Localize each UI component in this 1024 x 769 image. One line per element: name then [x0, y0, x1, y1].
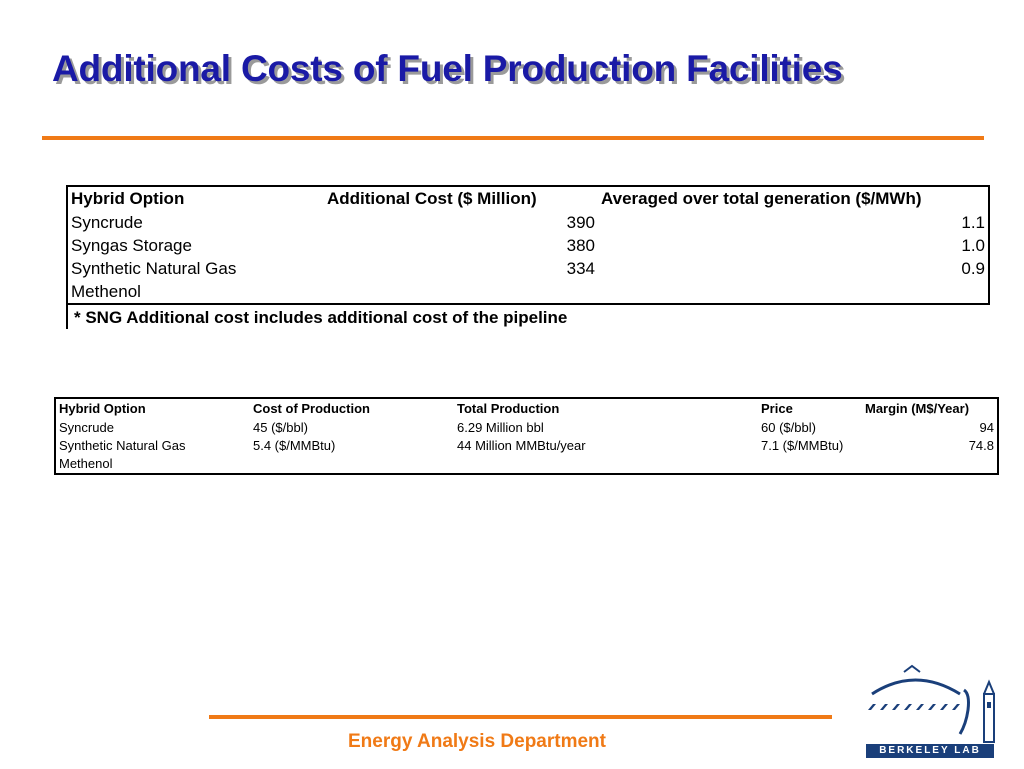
table-header-row: Hybrid Option Additional Cost ($ Million…	[67, 186, 989, 211]
table-footnote: * SNG Additional cost includes additiona…	[66, 305, 990, 329]
column-header: Total Production	[457, 401, 560, 416]
cell-total-production: 6.29 Million bbl	[457, 420, 544, 435]
page-title: Additional Costs of Fuel Production Faci…	[52, 48, 843, 89]
column-header: Averaged over total generation ($/MWh)	[601, 189, 922, 208]
logo-text: BERKELEY LAB	[866, 744, 994, 758]
column-header: Margin (M$/Year)	[865, 401, 970, 416]
column-header: Hybrid Option	[59, 401, 146, 416]
cell-additional-cost: 334	[566, 259, 595, 278]
cell-price: 60 ($/bbl)	[761, 420, 816, 435]
table-row: Syncrude 45 ($/bbl) 6.29 Million bbl 60 …	[55, 419, 998, 437]
cell-cost-of-production: 5.4 ($/MMBtu)	[253, 438, 336, 453]
cell-option: Methenol	[71, 282, 141, 301]
cell-averaged-cost: 1.0	[961, 236, 985, 255]
cell-averaged-cost: 1.1	[961, 213, 985, 232]
cell-total-production: 44 Million MMBtu/year	[457, 438, 586, 453]
cell-averaged-cost	[598, 280, 989, 304]
table-row: Methenol	[67, 280, 989, 304]
berkeley-lab-logo	[860, 664, 1010, 764]
table-row: Methenol	[55, 455, 998, 474]
cell-cost-of-production: 45 ($/bbl)	[253, 420, 308, 435]
cell-option: Synthetic Natural Gas	[59, 438, 186, 453]
footer-department: Energy Analysis Department	[348, 731, 606, 752]
cell-price	[758, 455, 862, 474]
column-header: Additional Cost ($ Million)	[327, 189, 537, 208]
column-header: Cost of Production	[253, 401, 370, 416]
cell-margin	[862, 455, 998, 474]
cell-additional-cost	[324, 280, 598, 304]
column-header: Hybrid Option	[71, 189, 185, 208]
cell-option: Syncrude	[71, 213, 143, 232]
cell-option: Synthetic Natural Gas	[71, 259, 237, 278]
additional-cost-table: Hybrid Option Additional Cost ($ Million…	[66, 185, 990, 329]
table-row: Syngas Storage 380 1.0	[67, 234, 989, 257]
cell-margin: 74.8	[968, 438, 994, 453]
title-divider	[42, 136, 984, 140]
table-row: Syncrude 390 1.1	[67, 211, 989, 234]
cell-averaged-cost: 0.9	[961, 259, 985, 278]
cell-additional-cost: 390	[566, 213, 595, 232]
cell-option: Methenol	[59, 456, 113, 471]
cell-total-production	[454, 455, 758, 474]
cell-price: 7.1 ($/MMBtu)	[761, 438, 844, 453]
cell-option: Syncrude	[59, 420, 114, 435]
cell-cost-of-production	[250, 455, 454, 474]
footer-divider	[209, 715, 832, 719]
column-header: Price	[761, 401, 793, 416]
cell-additional-cost: 380	[566, 236, 595, 255]
cell-option: Syngas Storage	[71, 236, 192, 255]
cell-margin: 94	[979, 420, 994, 435]
table-row: Synthetic Natural Gas 5.4 ($/MMBtu) 44 M…	[55, 437, 998, 455]
table-header-row: Hybrid Option Cost of Production Total P…	[55, 398, 998, 419]
production-margin-table: Hybrid Option Cost of Production Total P…	[54, 397, 999, 475]
table-row: Synthetic Natural Gas 334 0.9	[67, 257, 989, 280]
